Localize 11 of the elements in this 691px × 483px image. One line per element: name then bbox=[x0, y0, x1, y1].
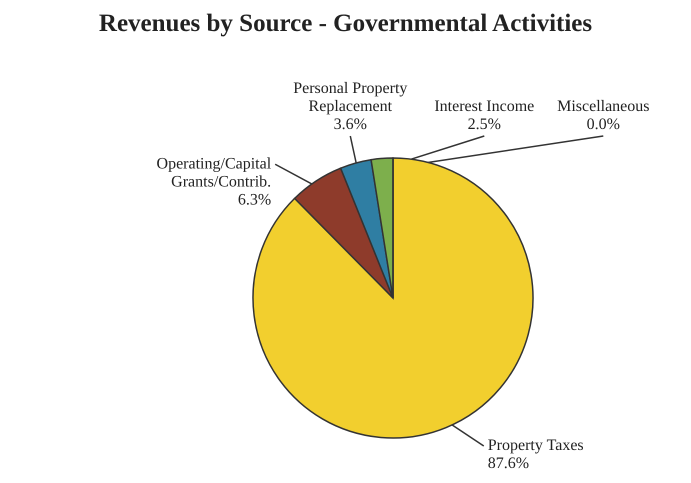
slice-label: Property Taxes bbox=[488, 437, 584, 454]
slice-label: Personal Property Replacement bbox=[293, 80, 408, 115]
data-label: 87.6% bbox=[488, 455, 530, 472]
slice-label: Operating/Capital Grants/Contrib. bbox=[156, 155, 272, 190]
data-label: 3.6% bbox=[334, 116, 367, 133]
data-label: 2.5% bbox=[468, 116, 501, 133]
slice-label: Interest Income bbox=[434, 98, 534, 115]
category-label: Miscellaneous bbox=[557, 98, 650, 115]
chart-title: Revenues by Source - Governmental Activities bbox=[98, 10, 592, 37]
data-label: 6.3% bbox=[238, 191, 272, 208]
text: 0.0% bbox=[586, 116, 620, 133]
